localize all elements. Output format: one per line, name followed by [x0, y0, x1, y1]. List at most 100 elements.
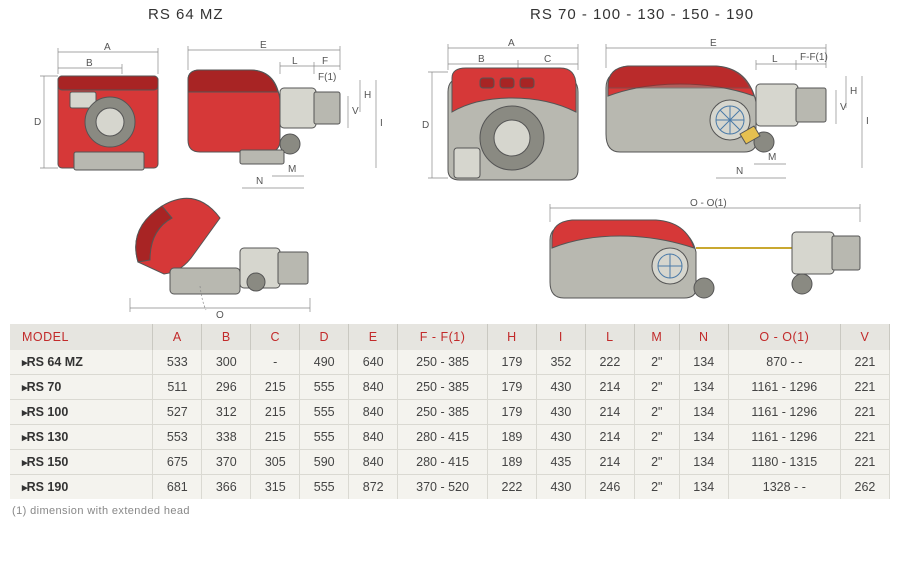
value-cell: 221: [840, 375, 889, 400]
value-cell: 221: [840, 425, 889, 450]
value-cell: 840: [349, 425, 398, 450]
value-cell: 214: [585, 450, 634, 475]
svg-text:H: H: [850, 86, 857, 97]
svg-text:O - O(1): O - O(1): [690, 198, 727, 209]
value-cell: 430: [536, 375, 585, 400]
value-cell: 511: [153, 375, 202, 400]
diagram-rs70-side: E L F-F(1) H I V M N: [600, 38, 890, 198]
value-cell: 1180 - 1315: [728, 450, 840, 475]
col-header: I: [536, 324, 585, 350]
value-cell: 215: [251, 425, 300, 450]
value-cell: 370 - 520: [398, 475, 488, 500]
value-cell: 1328 - -: [728, 475, 840, 500]
value-cell: 490: [300, 350, 349, 375]
table-row: RS 190681366315555872370 - 5202224302462…: [10, 475, 890, 500]
value-cell: 2": [634, 425, 679, 450]
value-cell: 215: [251, 375, 300, 400]
svg-text:A: A: [104, 42, 111, 53]
col-header: M: [634, 324, 679, 350]
value-cell: 1161 - 1296: [728, 375, 840, 400]
diagram-rs64-front: A B D: [30, 40, 180, 190]
value-cell: 134: [679, 425, 728, 450]
col-header: B: [202, 324, 251, 350]
svg-text:H: H: [364, 90, 371, 101]
value-cell: 214: [585, 375, 634, 400]
model-cell: RS 190: [10, 475, 153, 500]
value-cell: 435: [536, 450, 585, 475]
value-cell: 305: [251, 450, 300, 475]
value-cell: 315: [251, 475, 300, 500]
value-cell: 640: [349, 350, 398, 375]
svg-text:E: E: [710, 38, 717, 49]
value-cell: 134: [679, 400, 728, 425]
value-cell: 338: [202, 425, 251, 450]
svg-text:A: A: [508, 38, 515, 49]
value-cell: 221: [840, 400, 889, 425]
svg-text:I: I: [866, 116, 869, 127]
value-cell: 214: [585, 425, 634, 450]
svg-text:F: F: [322, 56, 328, 67]
value-cell: 189: [487, 450, 536, 475]
value-cell: 430: [536, 475, 585, 500]
value-cell: 221: [840, 450, 889, 475]
value-cell: 533: [153, 350, 202, 375]
model-cell: RS 64 MZ: [10, 350, 153, 375]
model-cell: RS 150: [10, 450, 153, 475]
value-cell: 312: [202, 400, 251, 425]
svg-text:D: D: [34, 117, 41, 128]
svg-text:E: E: [260, 40, 267, 51]
svg-text:B: B: [86, 58, 93, 69]
value-cell: 590: [300, 450, 349, 475]
value-cell: 555: [300, 475, 349, 500]
value-cell: 555: [300, 400, 349, 425]
svg-text:I: I: [380, 118, 383, 129]
value-cell: 352: [536, 350, 585, 375]
col-header: F - F(1): [398, 324, 488, 350]
col-header: N: [679, 324, 728, 350]
value-cell: 250 - 385: [398, 350, 488, 375]
col-header: O - O(1): [728, 324, 840, 350]
value-cell: -: [251, 350, 300, 375]
col-header: H: [487, 324, 536, 350]
value-cell: 1161 - 1296: [728, 425, 840, 450]
col-header: C: [251, 324, 300, 350]
svg-text:V: V: [840, 102, 847, 113]
svg-text:C: C: [544, 54, 551, 65]
value-cell: 553: [153, 425, 202, 450]
value-cell: 840: [349, 375, 398, 400]
svg-text:V: V: [352, 106, 359, 117]
value-cell: 2": [634, 375, 679, 400]
value-cell: 1161 - 1296: [728, 400, 840, 425]
table-row: RS 150675370305590840280 - 4151894352142…: [10, 450, 890, 475]
col-header: MODEL: [10, 324, 153, 350]
diagram-rs64-side: E L F F(1) H I V M N: [180, 40, 390, 200]
svg-text:B: B: [478, 54, 485, 65]
value-cell: 221: [840, 350, 889, 375]
value-cell: 134: [679, 375, 728, 400]
value-cell: 366: [202, 475, 251, 500]
svg-text:D: D: [422, 120, 429, 131]
heading-left: RS 64 MZ: [148, 6, 224, 23]
svg-text:L: L: [772, 54, 778, 65]
diagram-rs64-open: O: [110, 190, 340, 320]
value-cell: 296: [202, 375, 251, 400]
value-cell: 134: [679, 475, 728, 500]
svg-text:L: L: [292, 56, 298, 67]
diagram-rs70-front: A B C D: [420, 38, 600, 198]
col-header: L: [585, 324, 634, 350]
table-body: RS 64 MZ533300-490640250 - 3851793522222…: [10, 350, 890, 499]
value-cell: 300: [202, 350, 251, 375]
svg-text:M: M: [288, 164, 296, 175]
value-cell: 262: [840, 475, 889, 500]
svg-text:N: N: [736, 166, 743, 177]
value-cell: 250 - 385: [398, 375, 488, 400]
svg-text:F-F(1): F-F(1): [800, 52, 828, 63]
table-row: RS 100527312215555840250 - 3851794302142…: [10, 400, 890, 425]
value-cell: 222: [585, 350, 634, 375]
table-row: RS 70511296215555840250 - 3851794302142"…: [10, 375, 890, 400]
value-cell: 870 - -: [728, 350, 840, 375]
value-cell: 527: [153, 400, 202, 425]
model-cell: RS 130: [10, 425, 153, 450]
col-header: A: [153, 324, 202, 350]
value-cell: 675: [153, 450, 202, 475]
